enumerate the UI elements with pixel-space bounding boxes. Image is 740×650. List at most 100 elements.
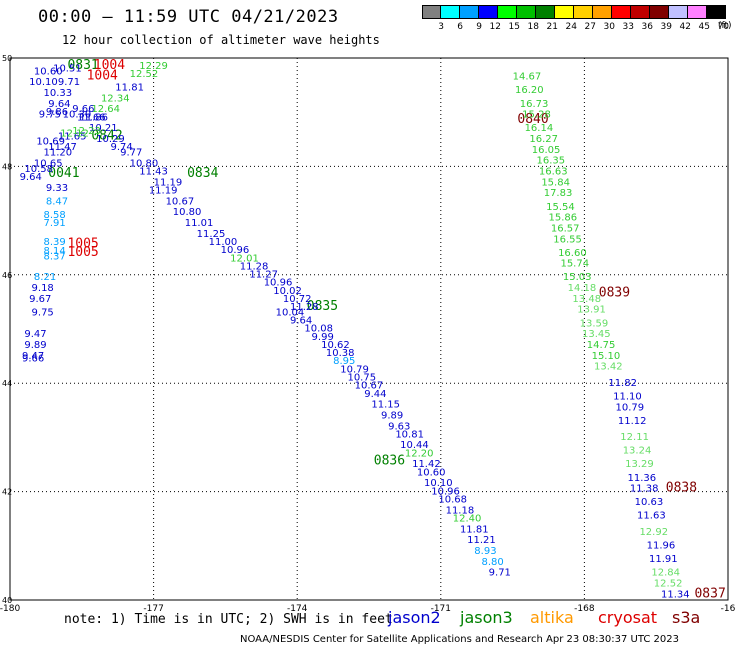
wave-height-value: 12.01 [230, 253, 259, 264]
color-bin-label: 36 [641, 22, 653, 32]
color-bin-label: 15 [508, 22, 520, 32]
wave-height-value: 9.18 [32, 283, 54, 294]
wave-height-value: 15.74 [560, 259, 589, 270]
wave-height-value: 11.96 [647, 541, 676, 552]
axis-ticks: -180 -177 -174 -171 -168 -16 40 42 44 46 48 50 [0, 54, 736, 614]
wave-height-value: 10.02 [273, 286, 302, 297]
wave-height-value: 16.35 [537, 156, 566, 167]
wave-height-value: 16.73 [520, 99, 549, 110]
wave-height-value: 8.14 [44, 246, 66, 257]
wave-height-value: 11.19 [154, 177, 183, 188]
color-bin-label: 39 [660, 22, 672, 32]
track-time-label: 1004 [94, 58, 125, 73]
color-bin-24: 24 [555, 5, 577, 32]
wave-height-value: 16.57 [551, 223, 580, 234]
footer-note: note: 1) Time is in UTC; 2) SWH is in fe… [64, 612, 393, 627]
color-bin-12: 12 [479, 5, 501, 32]
wave-height-value: 11.00 [209, 237, 238, 248]
track-time-label: 0041 [48, 166, 79, 181]
wave-height-value: 12.84 [651, 568, 680, 579]
wave-height-value: 10.38 [326, 348, 355, 359]
wave-height-value: 12.29 [139, 61, 168, 72]
wave-height-value: 13.59 [580, 318, 609, 329]
wave-height-value: 9.64 [20, 172, 42, 183]
wave-height-value: 10.10 [29, 77, 58, 88]
wave-height-value: 8.37 [44, 252, 66, 263]
track-time-label: 1004 [87, 69, 118, 84]
track-time-label: 0838 [666, 481, 697, 496]
track-time-label: 0842 [91, 128, 122, 143]
wave-height-value: 12.64 [91, 104, 120, 115]
y-tick-label: 44 [2, 379, 12, 388]
y-tick-label: 46 [2, 271, 12, 280]
wave-height-value: 9.75 [39, 110, 61, 121]
y-tick-label: 48 [2, 162, 12, 171]
wave-height-value: 10.10 [424, 478, 453, 489]
y-tick-label: 40 [2, 596, 12, 605]
wave-height-value: 10.96 [431, 486, 460, 497]
wave-height-value: 16.55 [553, 234, 582, 245]
wave-height-value: 11.20 [44, 148, 73, 159]
x-tick-label: -168 [574, 604, 595, 614]
track-time-label: 0831 [67, 58, 98, 73]
wave-height-value: 9.33 [46, 183, 68, 194]
wave-height-value: 10.65 [34, 158, 63, 169]
color-bin-36: 36 [631, 5, 653, 32]
wave-height-value: 9.63 [388, 421, 410, 432]
color-bin-6: 6 [441, 5, 463, 32]
credit-line: NOAA/NESDIS Center for Satellite Applica… [240, 634, 679, 645]
wave-height-value: 11.65 [58, 131, 87, 142]
wave-height-value: 9.75 [32, 307, 54, 318]
chart-title: 00:00 – 11:59 UTC 04/21/2023 [38, 7, 339, 27]
wave-height-value: 9.86 [46, 107, 68, 118]
wave-height-value: 10.60 [417, 467, 446, 478]
wave-height-value: 11.63 [637, 511, 666, 522]
x-tick-label: -16 [721, 604, 736, 614]
wave-height-value: 13.24 [623, 446, 652, 457]
wave-height-value: 10.62 [321, 340, 350, 351]
wave-height-value: 9.71 [58, 77, 80, 88]
color-bin-label: 45 [698, 22, 710, 32]
wave-height-value: 10.08 [304, 324, 333, 335]
wave-height-value: 15.10 [592, 351, 621, 362]
wave-height-value: 15.84 [541, 177, 570, 188]
wave-height-value: 8.58 [44, 210, 66, 221]
track-time-label: 0835 [307, 299, 338, 314]
wave-height-value: 9.99 [312, 332, 334, 343]
y-tick-label: 42 [2, 488, 12, 497]
wave-height-value: 12.52 [130, 69, 159, 80]
color-bin-label: 18 [527, 22, 539, 32]
wave-height-value: 12.52 [654, 578, 683, 589]
wave-height-value: 11.36 [627, 473, 656, 484]
wave-height-value: 13.45 [582, 329, 611, 340]
wave-height-value: 10.68 [438, 494, 467, 505]
wave-height-value: 11.81 [460, 524, 489, 535]
wave-height-value: 10.72 [283, 294, 312, 305]
wave-height-value: 12.12 [60, 129, 89, 140]
wave-height-value: 11.91 [649, 554, 678, 565]
track-time-label: 0837 [694, 586, 725, 601]
wave-height-value: 12.40 [453, 513, 482, 524]
wave-height-value: 8.80 [481, 557, 503, 568]
wave-height-value: 10.33 [44, 88, 73, 99]
wave-height-points: 10.6010.1010.339.649.7510.6911.6511.4711… [20, 61, 690, 600]
x-tick-label: -180 [0, 604, 20, 614]
wave-height-value: 9.74 [111, 142, 133, 153]
wave-height-value: 11.19 [149, 186, 178, 197]
wave-height-value: 11.10 [613, 391, 642, 402]
color-bin-label: 70 [717, 22, 729, 32]
wave-height-value: 10.51 [53, 64, 82, 75]
color-bin-label: 42 [679, 22, 691, 32]
wave-height-value: 9.77 [120, 148, 142, 159]
color-bin-21: 21 [536, 5, 558, 32]
wave-height-value: 10.04 [276, 307, 305, 318]
color-bin-label: 9 [476, 22, 482, 32]
wave-height-value: 11.82 [608, 378, 637, 389]
color-scale-legend: 3 6 9 12 15 18 21 24 27 30 33 36 39 42 45 70 [422, 5, 729, 32]
wave-height-value: 9.67 [29, 294, 51, 305]
wave-height-value: 15.03 [563, 272, 592, 283]
color-bin-30: 30 [593, 5, 615, 32]
wave-height-value: 9.64 [290, 316, 312, 327]
wave-height-value: 9.89 [24, 340, 46, 351]
